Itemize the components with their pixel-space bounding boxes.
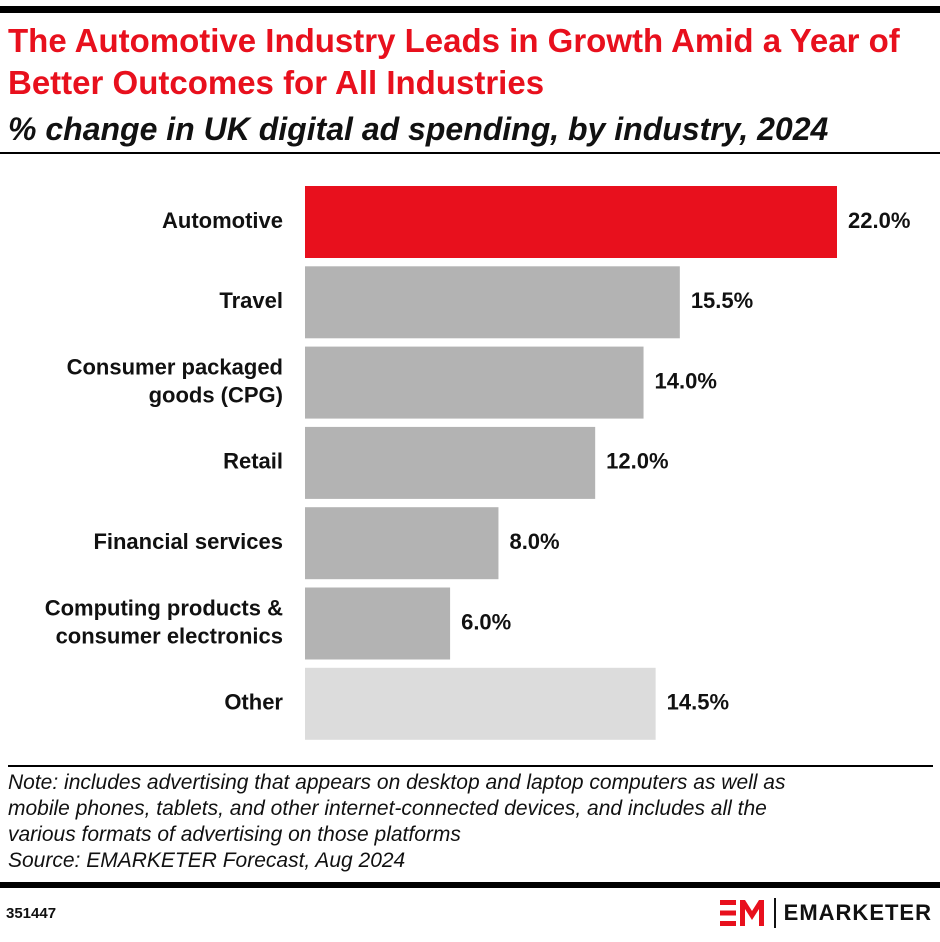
brand-name: EMARKETER [783, 900, 932, 925]
top-rule [0, 6, 940, 13]
category-label: Retail [223, 449, 283, 474]
category-label: Computing products & consumer electronics [45, 595, 283, 648]
bar [305, 426, 596, 499]
bar [305, 186, 837, 258]
brand-divider [773, 898, 776, 928]
value-label: 12.0% [606, 449, 668, 474]
value-label: 22.0% [848, 208, 910, 233]
category-label: Financial services [93, 529, 283, 554]
value-label: 14.0% [655, 368, 717, 393]
category-label: Consumer packaged goods (CPG) [67, 354, 283, 407]
category-label: Other [224, 690, 283, 715]
bar [305, 587, 451, 660]
value-label: 15.5% [691, 288, 753, 313]
value-label: 14.5% [667, 690, 729, 715]
bar-chart: Automotive 22.0% Travel 15.5% Consumer packa… [45, 186, 910, 740]
category-label: Automotive [162, 208, 283, 233]
note-line: Note: includes advertising that appears … [8, 771, 786, 794]
note-line: various formats of advertising on those … [8, 823, 461, 846]
value-label: 6.0% [461, 609, 511, 634]
source-line: Source: EMARKETER Forecast, Aug 2024 [8, 849, 406, 872]
note-divider [8, 765, 933, 767]
chart-subtitle: % change in UK digital ad spending, by i… [8, 111, 829, 147]
note-line: mobile phones, tablets, and other intern… [8, 797, 767, 820]
bar [305, 507, 499, 580]
chart-id: 351447 [6, 905, 57, 922]
subtitle-divider [0, 152, 940, 154]
bar [305, 266, 680, 339]
category-label: Travel [219, 288, 283, 313]
bottom-rule [0, 882, 940, 888]
em-logo-icon [719, 900, 764, 926]
chart-note: Note: includes advertising that appears … [8, 770, 933, 874]
chart-title: The Automotive Industry Leads in Growth … [8, 22, 900, 101]
bar [305, 667, 656, 740]
bar [305, 346, 644, 419]
brand-logo: EMARKETER [719, 896, 932, 930]
value-label: 8.0% [509, 529, 559, 554]
